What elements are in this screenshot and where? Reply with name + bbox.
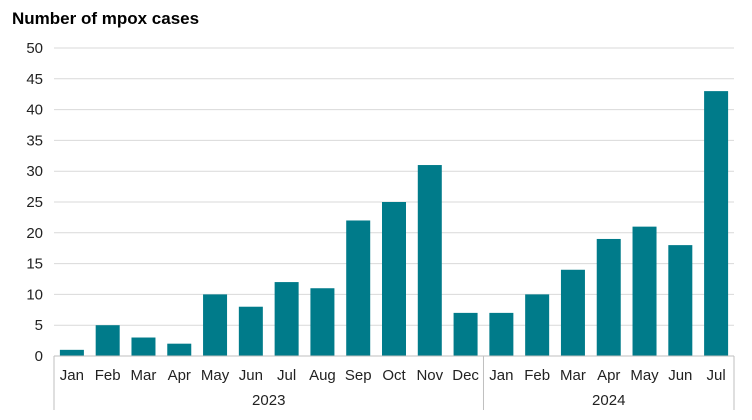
y-tick-label: 40: [26, 102, 43, 119]
y-tick-label: 20: [26, 225, 43, 242]
bar: [59, 349, 84, 356]
x-tick-label: Jan: [60, 367, 84, 384]
y-tick-label: 45: [26, 71, 43, 88]
bar: [346, 220, 371, 356]
y-tick-label: 35: [26, 132, 43, 149]
y-tick-label: 10: [26, 286, 43, 303]
bar: [704, 91, 729, 357]
x-tick-label: Jan: [489, 367, 513, 384]
bar: [167, 343, 192, 356]
bar: [274, 282, 299, 356]
x-tick-label: Apr: [168, 367, 191, 384]
x-tick-label: Feb: [95, 367, 121, 384]
bar: [596, 238, 621, 356]
bar: [131, 337, 156, 356]
x-tick-label: Aug: [309, 367, 336, 384]
bar: [489, 312, 514, 356]
y-tick-label: 5: [35, 317, 43, 334]
bar: [95, 325, 120, 356]
bar: [453, 312, 478, 356]
bar: [417, 165, 442, 356]
y-tick-label: 25: [26, 194, 43, 211]
x-tick-label: Jun: [668, 367, 692, 384]
group-label: 2024: [592, 392, 625, 409]
x-tick-label: Nov: [416, 367, 443, 384]
group-label: 2023: [252, 392, 285, 409]
bar: [525, 294, 550, 356]
x-tick-label: Mar: [131, 367, 157, 384]
x-tick-label: Dec: [452, 367, 479, 384]
bar: [632, 226, 657, 356]
y-tick-label: 0: [35, 348, 43, 365]
bar: [668, 245, 693, 356]
x-tick-label: Apr: [597, 367, 620, 384]
x-tick-label: Jul: [707, 367, 726, 384]
x-tick-label: May: [201, 367, 230, 384]
bar: [310, 288, 335, 356]
y-tick-label: 30: [26, 163, 43, 180]
bar: [238, 306, 263, 356]
x-tick-label: Mar: [560, 367, 586, 384]
bar: [382, 202, 406, 356]
x-tick-label: May: [630, 367, 659, 384]
x-tick-label: Feb: [524, 367, 550, 384]
x-tick-label: Oct: [382, 367, 406, 384]
bar: [203, 294, 228, 356]
x-tick-label: Jul: [277, 367, 296, 384]
y-tick-label: 15: [26, 256, 43, 273]
x-tick-label: Sep: [345, 367, 372, 384]
y-tick-label: 50: [26, 40, 43, 57]
chart-title: Number of mpox cases: [12, 9, 200, 28]
bar: [560, 269, 585, 356]
x-tick-label: Jun: [239, 367, 263, 384]
